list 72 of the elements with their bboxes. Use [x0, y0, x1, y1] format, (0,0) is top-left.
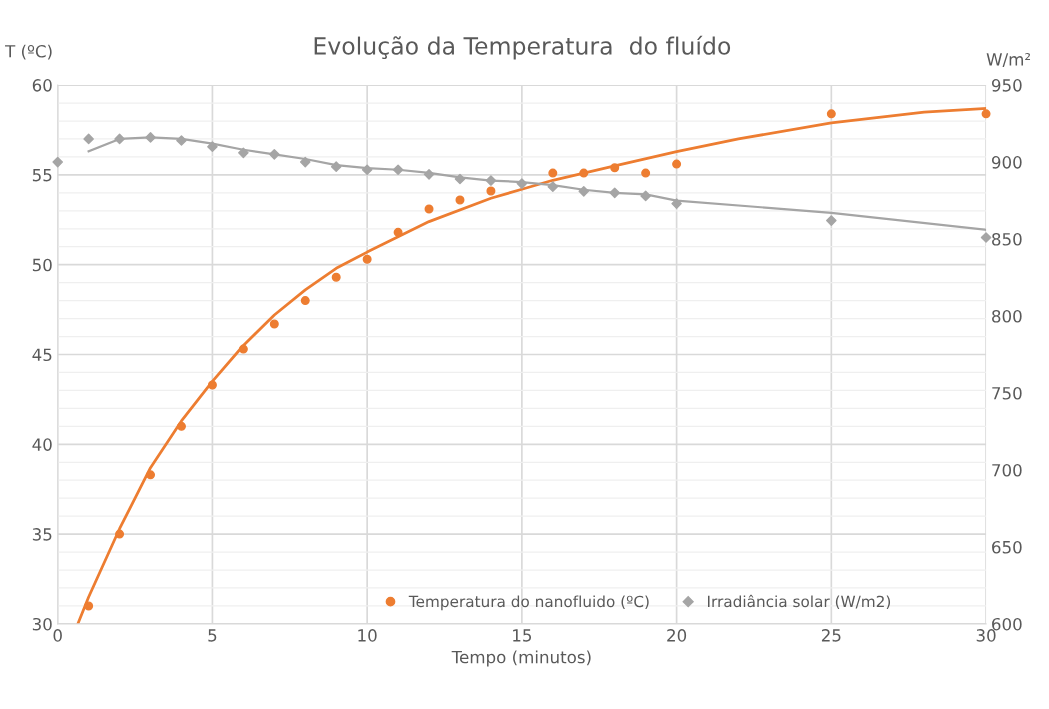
point	[424, 204, 434, 214]
point	[392, 164, 404, 176]
point	[83, 133, 94, 145]
y2-tick-label: 650	[992, 540, 1022, 554]
chart-title: Evolução da Temperatura do fluído	[314, 35, 731, 60]
y-axis-title: T (ºC)	[5, 44, 52, 60]
point	[238, 344, 248, 354]
point	[548, 168, 558, 178]
x-tick-label: 30	[976, 629, 996, 642]
point	[826, 215, 837, 226]
point	[145, 132, 156, 143]
y2-tick-label: 800	[992, 309, 1022, 323]
point	[330, 161, 342, 172]
point	[485, 175, 497, 186]
point	[393, 227, 403, 237]
y-tick-label: 40	[32, 438, 52, 451]
point	[52, 156, 63, 168]
point	[361, 164, 373, 176]
point	[486, 186, 496, 196]
x-tick-label: 0	[53, 629, 62, 642]
legend-label: Temperatura do nanofluido (ºC)	[408, 595, 649, 611]
x-tick-label: 20	[667, 629, 687, 642]
point	[299, 156, 311, 168]
point	[610, 163, 620, 173]
point	[516, 178, 528, 189]
point	[423, 169, 435, 180]
point	[454, 173, 466, 185]
y2-tick-label: 900	[991, 156, 1022, 169]
point	[269, 149, 280, 160]
point	[300, 296, 310, 306]
x-tick-label: 10	[358, 629, 377, 642]
y2-tick-label: 700	[992, 463, 1022, 477]
point	[641, 168, 651, 178]
point	[362, 254, 372, 264]
x-axis-title: Tempo (minutos)	[451, 650, 591, 667]
point	[980, 232, 992, 243]
y-tick-label: 60	[32, 79, 52, 92]
y2-tick-label: 950	[991, 79, 1022, 92]
y-tick-label: 45	[32, 348, 52, 362]
point	[547, 181, 559, 192]
point	[579, 168, 589, 178]
point	[207, 141, 218, 152]
y2-tick-label: 850	[992, 233, 1022, 246]
point	[826, 109, 836, 119]
point	[146, 470, 156, 480]
point	[455, 195, 465, 205]
point	[115, 529, 125, 539]
x-tick-label: 5	[208, 629, 217, 642]
y2-axis-title: W/m²	[986, 53, 1031, 67]
point	[672, 159, 682, 169]
point	[207, 380, 217, 390]
point	[269, 319, 279, 329]
point	[981, 109, 991, 119]
point	[84, 601, 94, 611]
y2-tick-label: 750	[992, 386, 1022, 400]
y-tick-label: 50	[32, 258, 52, 272]
y-tick-label: 30	[32, 617, 52, 631]
x-tick-label: 25	[821, 629, 841, 642]
point	[640, 190, 651, 202]
y2-tick-label: 600	[992, 617, 1022, 631]
point	[176, 421, 186, 431]
point	[609, 187, 621, 199]
point	[176, 135, 187, 146]
point	[238, 147, 249, 159]
point	[578, 186, 590, 197]
y-tick-label: 55	[32, 169, 52, 182]
legend-label: Irradiância solar (W/m2)	[708, 594, 891, 610]
x-tick-label: 15	[513, 629, 532, 642]
y-tick-label: 35	[32, 528, 52, 541]
point	[114, 133, 125, 145]
point	[671, 198, 682, 209]
point	[331, 272, 341, 282]
